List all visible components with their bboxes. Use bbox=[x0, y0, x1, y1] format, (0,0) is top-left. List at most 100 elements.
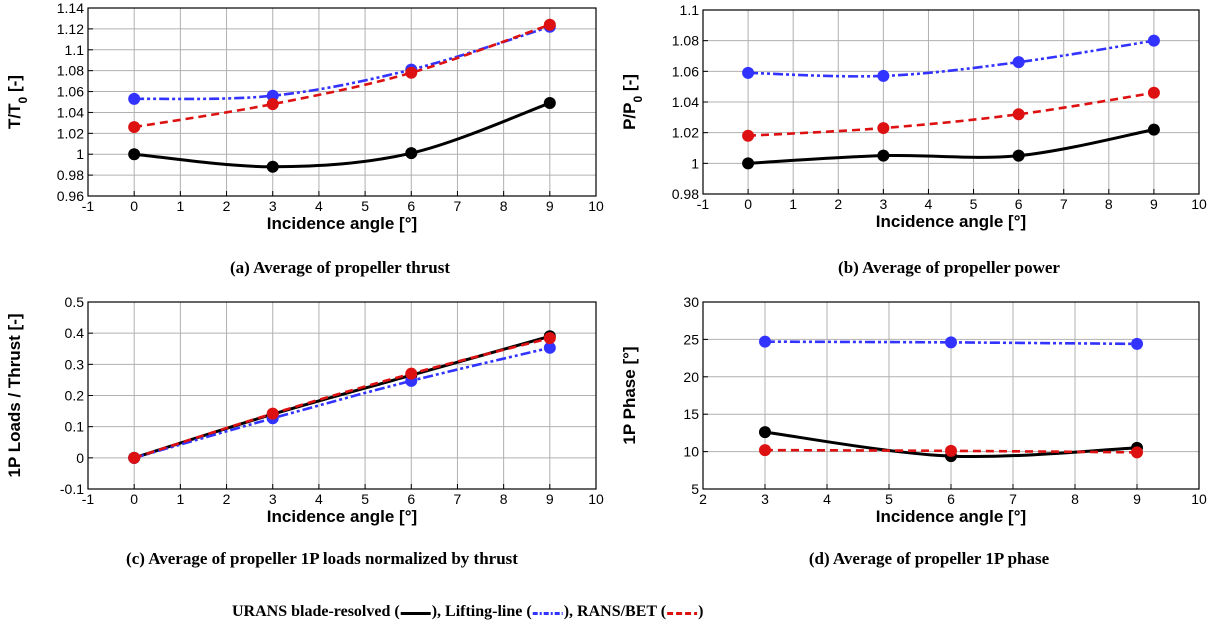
series-line-rans bbox=[133, 23, 551, 129]
data-point-urans bbox=[742, 157, 755, 170]
y-tick-label: 1.12 bbox=[57, 21, 84, 37]
grid-b bbox=[702, 9, 1200, 195]
data-point-rans bbox=[543, 18, 556, 31]
data-point-rans bbox=[266, 407, 279, 420]
series-lifting-a bbox=[128, 20, 556, 105]
x-tick-label: 3 bbox=[879, 196, 887, 212]
x-tick-label: 6 bbox=[407, 198, 415, 214]
y-tick-label: 0.2 bbox=[65, 388, 85, 404]
x-tick-label: 10 bbox=[588, 491, 604, 507]
data-point-urans bbox=[1012, 149, 1025, 162]
legend-urans-label: URANS blade-resolved ( bbox=[232, 603, 400, 620]
data-point-rans bbox=[945, 444, 957, 457]
data-point-urans bbox=[877, 149, 890, 162]
series-rans-a bbox=[128, 18, 556, 134]
x-axis-label: Incidence angle [°] bbox=[876, 212, 1026, 231]
x-tick-label: 4 bbox=[315, 198, 323, 214]
x-tick-label: 9 bbox=[546, 491, 554, 507]
series-lifting-b bbox=[742, 34, 1160, 82]
x-tick-label: 4 bbox=[315, 491, 323, 507]
x-tick-label: 3 bbox=[269, 491, 277, 507]
data-point-lifting bbox=[1012, 56, 1025, 69]
data-point-rans bbox=[543, 332, 556, 345]
series-line-lifting bbox=[764, 340, 1138, 346]
data-point-urans bbox=[128, 148, 141, 161]
x-tick-label: 8 bbox=[500, 491, 508, 507]
data-point-rans bbox=[128, 121, 141, 134]
data-point-lifting bbox=[1131, 337, 1143, 350]
y-axis-label-sub: 0 bbox=[16, 96, 30, 103]
data-point-urans bbox=[266, 160, 279, 173]
y-tick-label: 1.08 bbox=[57, 63, 84, 79]
y-tick-label: 1.14 bbox=[57, 0, 84, 16]
x-tick-label: 2 bbox=[699, 491, 707, 507]
data-point-lifting bbox=[759, 335, 771, 348]
data-point-rans bbox=[877, 122, 890, 135]
x-axis-label: Incidence angle [°] bbox=[876, 507, 1026, 526]
x-tick-label: 0 bbox=[130, 198, 138, 214]
data-point-rans bbox=[759, 444, 771, 457]
data-point-rans bbox=[266, 98, 279, 111]
data-point-urans bbox=[543, 97, 556, 110]
legend-urans-gap: xxxx bbox=[400, 603, 432, 620]
legend-end-label: ) bbox=[698, 603, 703, 620]
y-axis-label-main: P/P bbox=[620, 103, 639, 130]
series-urans-b bbox=[742, 123, 1160, 170]
y-axis-label: T/T0 [-] bbox=[5, 75, 30, 129]
x-tick-label: 1 bbox=[789, 196, 797, 212]
y-tick-label: 1.08 bbox=[672, 33, 699, 49]
y-tick-label: 0.3 bbox=[65, 356, 85, 372]
caption-c: (c) Average of propeller 1P loads normal… bbox=[126, 549, 518, 568]
y-tick-label: 0.4 bbox=[65, 325, 85, 341]
x-tick-label: 10 bbox=[1191, 491, 1207, 507]
x-tick-label: 6 bbox=[407, 491, 415, 507]
y-tick-label: 1.06 bbox=[57, 84, 84, 100]
data-point-lifting bbox=[877, 69, 890, 82]
legend: URANS blade-resolved (xxxx), Lifting-lin… bbox=[232, 603, 703, 620]
y-tick-label: 5 bbox=[691, 481, 699, 497]
x-tick-label: 6 bbox=[1015, 196, 1023, 212]
y-tick-label: 20 bbox=[683, 369, 699, 385]
data-point-rans bbox=[742, 129, 755, 142]
x-axis-label: Incidence angle [°] bbox=[267, 214, 417, 233]
y-tick-label: 1.1 bbox=[680, 2, 700, 18]
x-tick-label: 7 bbox=[454, 198, 462, 214]
y-tick-label: 15 bbox=[683, 406, 699, 422]
x-tick-label: 3 bbox=[761, 491, 769, 507]
y-tick-label: 1.04 bbox=[672, 94, 699, 110]
y-axis-label-main: T/T bbox=[5, 103, 24, 129]
y-tick-label: 1.02 bbox=[672, 125, 699, 141]
series-urans-c bbox=[128, 330, 556, 464]
x-tick-label: 7 bbox=[1009, 491, 1017, 507]
x-tick-label: 9 bbox=[1133, 491, 1141, 507]
series-line-rans bbox=[748, 91, 1155, 138]
x-tick-label: 1 bbox=[176, 491, 184, 507]
legend-rans-gap: xxxx bbox=[666, 603, 698, 620]
y-tick-label: 10 bbox=[683, 444, 699, 460]
y-axis-label-tail: [-] bbox=[5, 75, 24, 97]
x-tick-label: 10 bbox=[1191, 196, 1207, 212]
x-tick-label: 5 bbox=[361, 198, 369, 214]
x-tick-label: 4 bbox=[925, 196, 933, 212]
y-axis-label: P/P0 [-] bbox=[620, 74, 645, 130]
x-tick-label: 0 bbox=[744, 196, 752, 212]
data-point-urans bbox=[759, 426, 771, 439]
y-tick-label: 0.98 bbox=[672, 186, 699, 202]
series-line-lifting bbox=[134, 25, 551, 101]
data-point-lifting bbox=[742, 66, 755, 79]
data-point-lifting bbox=[266, 89, 279, 102]
y-axis-label-tail: [-] bbox=[620, 74, 639, 96]
plot-frame-a bbox=[87, 7, 597, 197]
series-urans-a bbox=[128, 97, 556, 173]
y-tick-label: 0.96 bbox=[57, 188, 84, 204]
legend-rans-label: ), RANS/BET ( bbox=[564, 603, 666, 620]
series-rans-d bbox=[759, 444, 1143, 459]
series-line-rans bbox=[133, 336, 551, 460]
series-line-urans bbox=[134, 101, 551, 169]
y-tick-label: 0.5 bbox=[65, 294, 85, 310]
x-tick-label: 10 bbox=[588, 198, 604, 214]
x-tick-label: -1 bbox=[697, 196, 710, 212]
x-tick-label: 9 bbox=[546, 198, 554, 214]
x-tick-label: 2 bbox=[834, 196, 842, 212]
y-tick-label: 1.02 bbox=[57, 125, 84, 141]
